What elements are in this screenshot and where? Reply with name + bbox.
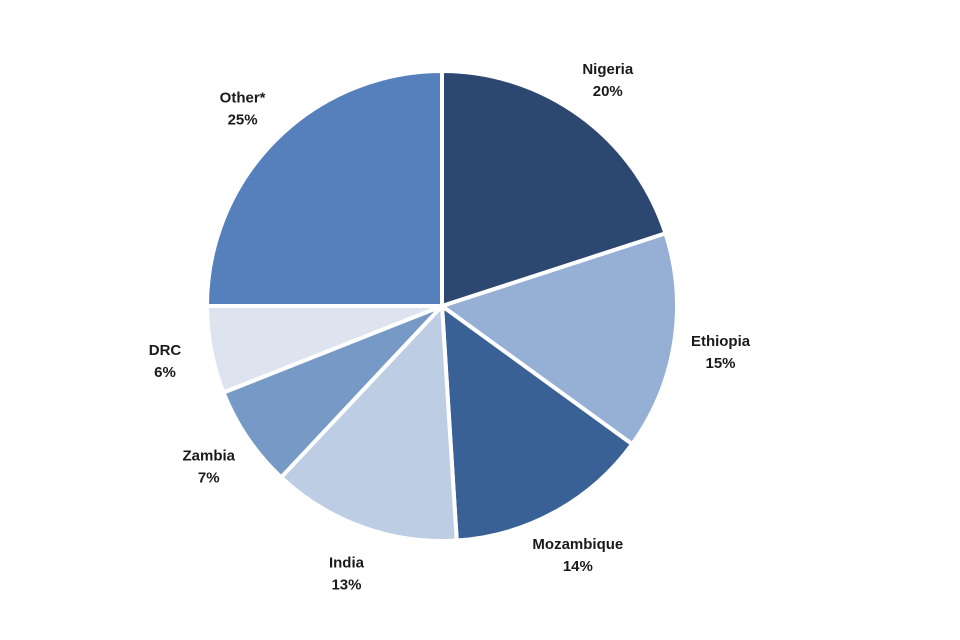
slice-label: Mozambique 14% [532,536,623,575]
slice-label-value: 20% [593,83,623,100]
pie-slice-india [279,304,459,543]
slice-label-name: DRC [149,342,182,359]
slice-label: India 13% [329,554,365,593]
slice-label: DRC 6% [149,342,182,381]
slice-label-value: 6% [154,364,176,381]
slice-label-value: 14% [563,558,593,575]
slice-label: Ethiopia 15% [691,333,751,372]
slice-label: Zambia 7% [183,448,236,487]
slice-label-name: Mozambique [532,536,623,553]
slice-label-name: India [329,554,365,571]
slice-label: Other* 25% [220,90,266,129]
slice-label-value: 15% [706,355,736,372]
slice-label-value: 13% [331,576,361,593]
slice-label-value: 7% [198,470,220,487]
slice-label-value: 25% [228,112,258,129]
pie-slice-ethiopia [440,231,679,447]
pie-slice-mozambique [440,304,635,543]
slice-label: Nigeria 20% [582,61,634,100]
pie-slice-other [205,69,444,308]
slice-label-name: Zambia [183,448,236,465]
slice-label-name: Other* [220,90,266,107]
slice-label-name: Nigeria [582,61,634,78]
slice-label-name: Ethiopia [691,333,751,350]
pie-slice-nigeria [440,69,668,308]
